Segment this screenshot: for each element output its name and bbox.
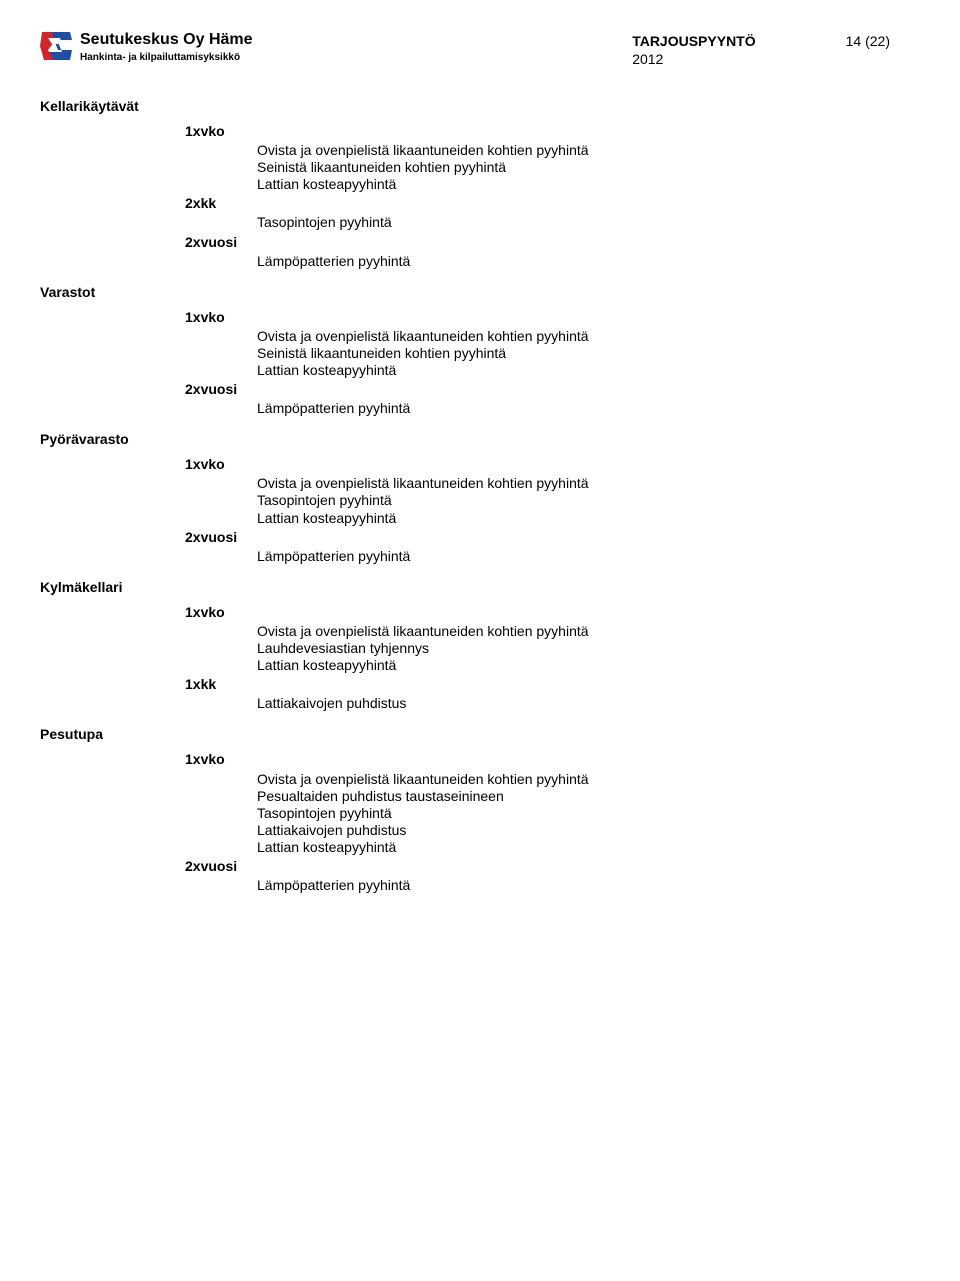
freq-label: 2xvuosi — [185, 234, 890, 251]
task-lines: Ovista ja ovenpielistä likaantuneiden ko… — [257, 771, 890, 856]
task-line: Lämpöpatterien pyyhintä — [257, 548, 890, 565]
section-kylma: Kylmäkellari — [40, 579, 890, 596]
header-left: Seutukeskus Oy Häme Hankinta- ja kilpail… — [40, 30, 253, 70]
block-pesutupa: 1xvko Ovista ja ovenpielistä likaantunei… — [185, 751, 890, 894]
task-line: Lattiakaivojen puhdistus — [257, 822, 890, 839]
task-lines: Ovista ja ovenpielistä likaantuneiden ko… — [257, 328, 890, 379]
task-line: Lämpöpatterien pyyhintä — [257, 400, 890, 417]
task-line: Pesualtaiden puhdistus taustaseinineen — [257, 788, 890, 805]
task-lines: Lämpöpatterien pyyhintä — [257, 253, 890, 270]
task-line: Lattian kosteapyyhintä — [257, 362, 890, 379]
section-kellari: Kellarikäytävät — [40, 98, 890, 115]
freq-label: 2xkk — [185, 195, 890, 212]
task-line: Ovista ja ovenpielistä likaantuneiden ko… — [257, 771, 890, 788]
task-line: Lattiakaivojen puhdistus — [257, 695, 890, 712]
block-kylma: 1xvko Ovista ja ovenpielistä likaantunei… — [185, 604, 890, 712]
section-varastot: Varastot — [40, 284, 890, 301]
task-line: Tasopintojen pyyhintä — [257, 214, 890, 231]
task-line: Lattian kosteapyyhintä — [257, 839, 890, 856]
task-line: Seinistä likaantuneiden kohtien pyyhintä — [257, 159, 890, 176]
section-pyora: Pyörävarasto — [40, 431, 890, 448]
document-body: Kellarikäytävät 1xvko Ovista ja ovenpiel… — [40, 98, 890, 894]
task-line: Lauhdevesiastian tyhjennys — [257, 640, 890, 657]
task-lines: Lämpöpatterien pyyhintä — [257, 877, 890, 894]
task-line: Lämpöpatterien pyyhintä — [257, 253, 890, 270]
freq-label: 2xvuosi — [185, 381, 890, 398]
section-pesutupa: Pesutupa — [40, 726, 890, 743]
freq-label: 1xvko — [185, 604, 890, 621]
freq-label: 1xvko — [185, 123, 890, 140]
task-line: Tasopintojen pyyhintä — [257, 805, 890, 822]
task-lines: Lämpöpatterien pyyhintä — [257, 400, 890, 417]
freq-label: 1xvko — [185, 456, 890, 473]
block-varastot: 1xvko Ovista ja ovenpielistä likaantunei… — [185, 309, 890, 417]
logo-icon — [40, 30, 74, 70]
org-subtitle: Hankinta- ja kilpailuttamisyksikkö — [80, 52, 253, 65]
page-number: 14 (22) — [846, 32, 890, 68]
org-block: Seutukeskus Oy Häme Hankinta- ja kilpail… — [80, 30, 253, 65]
block-kellari: 1xvko Ovista ja ovenpielistä likaantunei… — [185, 123, 890, 270]
task-lines: Ovista ja ovenpielistä likaantuneiden ko… — [257, 142, 890, 193]
task-line: Ovista ja ovenpielistä likaantuneiden ko… — [257, 328, 890, 345]
task-line: Lattian kosteapyyhintä — [257, 510, 890, 527]
task-lines: Ovista ja ovenpielistä likaantuneiden ko… — [257, 623, 890, 674]
doc-year: 2012 — [632, 50, 755, 68]
task-lines: Tasopintojen pyyhintä — [257, 214, 890, 231]
doc-title: TARJOUSPYYNTÖ — [632, 32, 755, 50]
freq-label: 1xvko — [185, 751, 890, 768]
task-line: Lattian kosteapyyhintä — [257, 176, 890, 193]
task-line: Ovista ja ovenpielistä likaantuneiden ko… — [257, 623, 890, 640]
task-line: Lämpöpatterien pyyhintä — [257, 877, 890, 894]
freq-label: 2xvuosi — [185, 858, 890, 875]
doc-title-block: TARJOUSPYYNTÖ 2012 — [632, 32, 755, 68]
task-lines: Lattiakaivojen puhdistus — [257, 695, 890, 712]
header-right: TARJOUSPYYNTÖ 2012 14 (22) — [632, 30, 890, 68]
task-lines: Ovista ja ovenpielistä likaantuneiden ko… — [257, 475, 890, 526]
task-line: Lattian kosteapyyhintä — [257, 657, 890, 674]
task-line: Ovista ja ovenpielistä likaantuneiden ko… — [257, 142, 890, 159]
block-pyora: 1xvko Ovista ja ovenpielistä likaantunei… — [185, 456, 890, 564]
task-line: Ovista ja ovenpielistä likaantuneiden ko… — [257, 475, 890, 492]
org-name: Seutukeskus Oy Häme — [80, 30, 253, 50]
freq-label: 2xvuosi — [185, 529, 890, 546]
task-line: Tasopintojen pyyhintä — [257, 492, 890, 509]
task-lines: Lämpöpatterien pyyhintä — [257, 548, 890, 565]
freq-label: 1xkk — [185, 676, 890, 693]
page-header: Seutukeskus Oy Häme Hankinta- ja kilpail… — [40, 30, 890, 70]
freq-label: 1xvko — [185, 309, 890, 326]
task-line: Seinistä likaantuneiden kohtien pyyhintä — [257, 345, 890, 362]
